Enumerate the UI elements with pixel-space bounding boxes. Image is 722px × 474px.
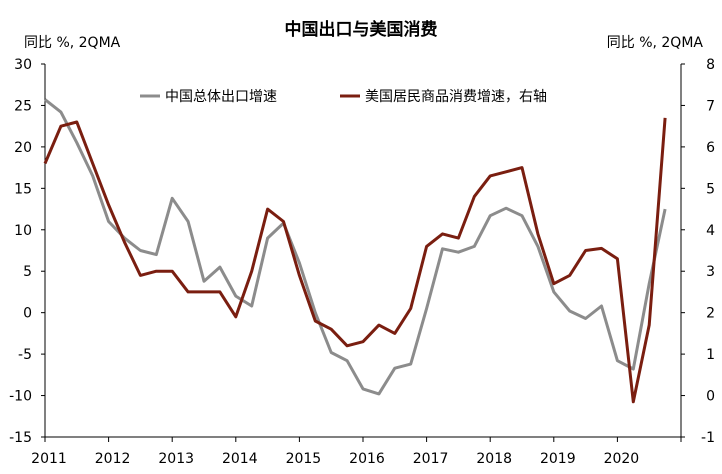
- left-tick-label: 30: [14, 57, 32, 73]
- x-tick-label: 2016: [349, 451, 385, 467]
- series-line-china-exports: [44, 98, 667, 396]
- right-tick-label: 7: [706, 98, 715, 114]
- left-tick-label: 0: [23, 306, 32, 322]
- left-axis-unit: 同比 %, 2QMA: [24, 35, 121, 51]
- right-tick-label: 8: [706, 57, 715, 73]
- right-tick-label: 0: [706, 389, 715, 405]
- x-tick-label: 2017: [413, 451, 449, 467]
- left-tick-label: 20: [14, 140, 32, 156]
- x-tick-label: 2011: [31, 451, 67, 467]
- x-tick-label: 2020: [604, 451, 640, 467]
- x-tick-label: 2018: [476, 451, 512, 467]
- right-tick-label: 5: [706, 181, 715, 197]
- right-tick-label: 1: [706, 347, 715, 363]
- left-tick-label: 15: [14, 181, 32, 197]
- right-tick-label: 4: [706, 223, 715, 239]
- chart-title: 中国出口与美国消费: [285, 19, 438, 40]
- x-tick-label: 2014: [222, 451, 258, 467]
- x-tick-label: 2019: [540, 451, 576, 467]
- series-lines: [43, 98, 667, 404]
- x-tick-label: 2013: [158, 451, 194, 467]
- legend-label-china-exports: 中国总体出口增速: [165, 89, 277, 105]
- left-tick-label: -5: [18, 347, 32, 363]
- left-tick-label: 25: [14, 98, 32, 114]
- left-tick-label: 5: [23, 264, 32, 280]
- right-tick-label: -1: [701, 430, 715, 446]
- x-tick-label: 2015: [286, 451, 322, 467]
- right-tick-label: 2: [706, 306, 715, 322]
- right-axis-unit: 同比 %, 2QMA: [607, 35, 704, 51]
- right-tick-label: 6: [706, 140, 715, 156]
- legend: 中国总体出口增速 美国居民商品消费增速，右轴: [140, 89, 547, 105]
- right-tick-labels: 8 7 6 5 4 3 2 1 0 -1: [681, 57, 715, 446]
- left-tick-label: -15: [9, 430, 32, 446]
- series-line-us-consumption: [43, 117, 667, 404]
- left-tick-label: -10: [9, 389, 32, 405]
- right-tick-label: 3: [706, 264, 715, 280]
- legend-label-us-consumption: 美国居民商品消费增速，右轴: [365, 89, 547, 105]
- x-tick-labels: 2011 2012 2013 2014 2015 2016 2017 2018 2019 2020: [31, 437, 682, 467]
- left-tick-labels: 30 25 20 15 10 5 0 -5 -10 -15: [9, 57, 45, 446]
- x-tick-label: 2012: [95, 451, 131, 467]
- left-tick-label: 10: [14, 223, 32, 239]
